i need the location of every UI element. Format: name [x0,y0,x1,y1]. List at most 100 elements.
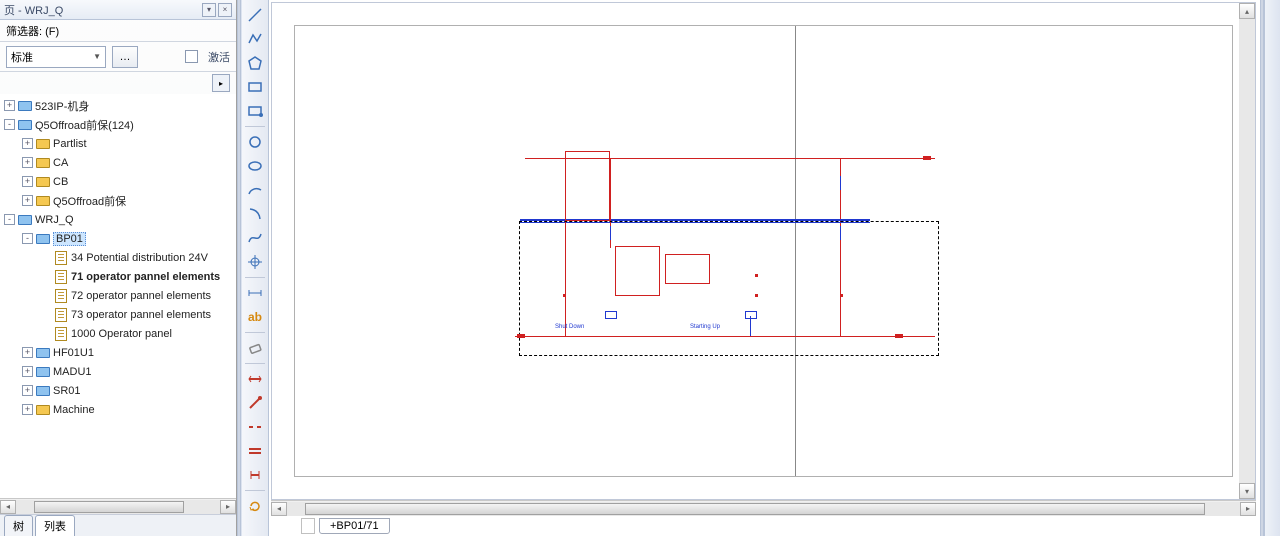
collapse-icon[interactable]: - [22,233,33,244]
tree-node-cb[interactable]: + CB [4,172,236,191]
tool-arc2-icon[interactable] [244,205,266,223]
filter-label-row: 筛选器: (F) [0,20,236,42]
activate-checkbox[interactable] [185,50,198,63]
tree-node-bp01[interactable]: - BP01 [4,229,236,248]
tree-node-sr01[interactable]: + SR01 [4,381,236,400]
tree-node-page73[interactable]: 73 operator pannel elements [4,305,236,324]
tree-label: CA [53,157,68,169]
expand-icon[interactable]: + [22,347,33,358]
tree-label: Partlist [53,138,87,150]
tool-ellipse-icon[interactable] [244,157,266,175]
tree-node-523ip[interactable]: + 523IP-机身 [4,96,236,115]
right-dock-strip[interactable] [1264,0,1280,536]
tree-node-machine[interactable]: + Machine [4,400,236,419]
folder-icon [36,158,50,168]
expand-icon[interactable]: + [22,157,33,168]
expand-icon[interactable]: + [4,100,15,111]
tool-rect-icon[interactable] [244,78,266,96]
tab-tree[interactable]: 树 [4,515,33,536]
tree-node-q5offroad2[interactable]: + Q5Offroad前保 [4,191,236,210]
folder-icon [36,139,50,149]
tree-hscrollbar[interactable]: ◂ ▸ [0,498,236,514]
folder-icon [36,196,50,206]
filter-combo[interactable]: 标准 ▼ [6,46,106,68]
page-icon [55,327,67,341]
scrollbar-thumb[interactable] [305,503,1205,515]
tree-node-q5offroad[interactable]: - Q5Offroad前保(124) [4,115,236,134]
tool-refresh-icon[interactable] [244,497,266,515]
tree-label: 523IP-机身 [35,98,89,114]
close-panel-button[interactable]: × [218,3,232,17]
scroll-left-icon[interactable]: ◂ [271,502,287,516]
tree-node-page1000[interactable]: 1000 Operator panel [4,324,236,343]
tree-label: BP01 [53,232,86,246]
page-tab[interactable]: +BP01/71 [319,518,390,534]
folder-icon [36,405,50,415]
tool-spline-icon[interactable] [244,229,266,247]
tree-label: 1000 Operator panel [71,328,172,340]
tool-rect2-icon[interactable] [244,102,266,120]
schematic-canvas[interactable]: Shut DownStarting Up ▴ ▾ [271,2,1256,500]
tool-polygon-icon[interactable] [244,54,266,72]
expand-icon[interactable]: + [22,404,33,415]
collapse-icon[interactable]: - [4,214,15,225]
drawing-sheet: Shut DownStarting Up [294,25,1233,477]
tree-label: Q5Offroad前保(124) [35,117,134,133]
folder-icon [36,386,50,396]
tool-target-icon[interactable] [244,253,266,271]
tree-node-partlist[interactable]: + Partlist [4,134,236,153]
expand-icon[interactable]: + [22,138,33,149]
tree-label: 73 operator pannel elements [71,309,211,321]
scroll-right-icon[interactable]: ▸ [1240,502,1256,516]
canvas-vscrollbar[interactable]: ▴ ▾ [1239,3,1255,499]
page-icon [55,270,67,284]
tool-text-icon[interactable]: ab [244,308,266,326]
tree-node-wrjq[interactable]: - WRJ_Q [4,210,236,229]
pin-button[interactable]: ▾ [202,3,216,17]
tool-hdim2-icon[interactable] [244,442,266,460]
tool-vdim-icon[interactable] [244,466,266,484]
tool-arc-icon[interactable] [244,181,266,199]
expand-icon[interactable]: + [22,195,33,206]
canvas-hscrollbar[interactable]: ◂ ▸ [271,500,1256,516]
expand-icon[interactable]: + [22,385,33,396]
panel-title: 页 - WRJ_Q [4,2,63,18]
scroll-left-icon[interactable]: ◂ [0,500,16,514]
tree-label: SR01 [53,385,81,397]
scrollbar-thumb[interactable] [34,501,184,513]
tree-node-madu1[interactable]: + MADU1 [4,362,236,381]
scroll-right-icon[interactable]: ▸ [220,500,236,514]
expand-mini-button[interactable]: ▸ [212,74,230,92]
tree-node-page71[interactable]: 71 operator pannel elements [4,267,236,286]
tree-node-hf01u1[interactable]: + HF01U1 [4,343,236,362]
tool-line-icon[interactable] [244,6,266,24]
tool-circle-icon[interactable] [244,133,266,151]
canvas-area: Shut DownStarting Up ▴ ▾ ◂ ▸ +BP01/71 [269,0,1260,536]
activate-label: 激活 [208,49,230,65]
tool-dimension-icon[interactable] [244,284,266,302]
tool-break-icon[interactable] [244,418,266,436]
blank-page-icon[interactable] [301,518,315,534]
tool-polyline-icon[interactable] [244,30,266,48]
app-root: 页 - WRJ_Q ▾ × 筛选器: (F) 标准 ▼ … 激活 ▸ [0,0,1280,536]
page-tab-bar: +BP01/71 [271,516,1260,536]
chevron-down-icon: ▼ [93,52,101,61]
tab-list[interactable]: 列表 [35,515,75,536]
tree-node-ca[interactable]: + CA [4,153,236,172]
tree-node-page34[interactable]: 34 Potential distribution 24V [4,248,236,267]
tool-hdim-icon[interactable] [244,370,266,388]
project-tree[interactable]: + 523IP-机身 - Q5Offroad前保(124) + Partlist [0,94,236,498]
tool-erase-icon[interactable] [244,339,266,357]
expand-icon[interactable]: + [22,366,33,377]
folder-icon [36,348,50,358]
expand-icon[interactable]: + [22,176,33,187]
scroll-up-icon[interactable]: ▴ [1239,3,1255,19]
tree-label: HF01U1 [53,347,94,359]
tree-label: Machine [53,404,95,416]
tree-node-page72[interactable]: 72 operator pannel elements [4,286,236,305]
filter-more-button[interactable]: … [112,46,138,68]
tool-diag-icon[interactable] [244,394,266,412]
scroll-down-icon[interactable]: ▾ [1239,483,1255,499]
page-icon [55,289,67,303]
collapse-icon[interactable]: - [4,119,15,130]
